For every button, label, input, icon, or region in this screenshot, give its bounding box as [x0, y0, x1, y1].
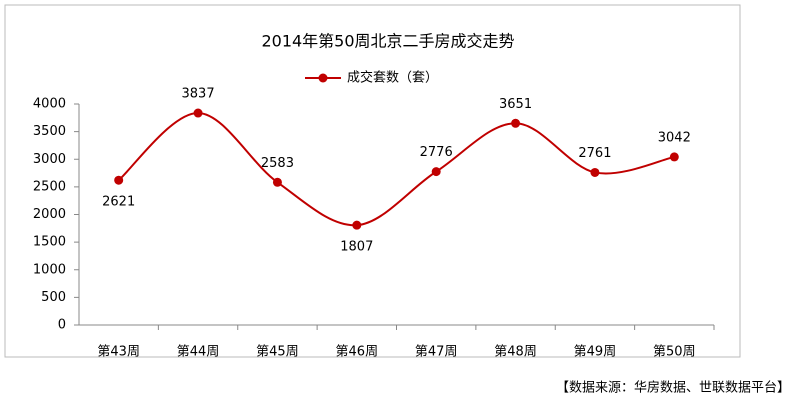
- x-tick-label: 第43周: [97, 345, 140, 360]
- y-tick-label: 3000: [33, 152, 66, 167]
- x-tick-label: 第47周: [415, 345, 458, 360]
- data-label: 2621: [102, 195, 135, 210]
- data-label: 2776: [420, 145, 453, 160]
- data-point: [272, 177, 282, 187]
- x-tick-label: 第46周: [336, 345, 379, 360]
- data-label: 3042: [658, 130, 691, 145]
- data-point: [352, 220, 362, 230]
- legend-marker: [318, 73, 328, 83]
- x-tick-label: 第44周: [177, 345, 220, 360]
- y-tick-label: 500: [41, 290, 66, 305]
- y-tick-label: 2000: [33, 207, 66, 222]
- data-label: 3651: [499, 97, 532, 112]
- data-label: 1807: [340, 240, 373, 255]
- x-tick-label: 第49周: [574, 345, 617, 360]
- chart-title: 2014年第50周北京二手房成交走势: [261, 32, 514, 51]
- x-tick-label: 第45周: [256, 345, 299, 360]
- y-tick-label: 3500: [33, 124, 66, 139]
- y-tick-label: 2500: [33, 179, 66, 194]
- series-line: [118, 112, 675, 227]
- data-point: [114, 175, 124, 185]
- data-label: 2583: [261, 156, 294, 171]
- data-label: 3837: [182, 87, 215, 102]
- x-tick-label: 第50周: [653, 345, 696, 360]
- data-label: 2761: [578, 146, 611, 161]
- data-point: [431, 167, 441, 177]
- legend-label: 成交套数（套）: [347, 70, 438, 86]
- data-point: [511, 118, 521, 128]
- y-tick-label: 1000: [33, 262, 66, 277]
- y-tick-label: 1500: [33, 235, 66, 250]
- source-note: 【数据来源：华房数据、世联数据平台】: [556, 380, 790, 396]
- y-tick-label: 0: [58, 318, 66, 333]
- x-tick-label: 第48周: [494, 345, 537, 360]
- data-point: [590, 167, 600, 177]
- data-point: [669, 152, 679, 162]
- data-point: [193, 108, 203, 118]
- chart-frame: [4, 4, 741, 358]
- y-tick-label: 4000: [33, 97, 66, 112]
